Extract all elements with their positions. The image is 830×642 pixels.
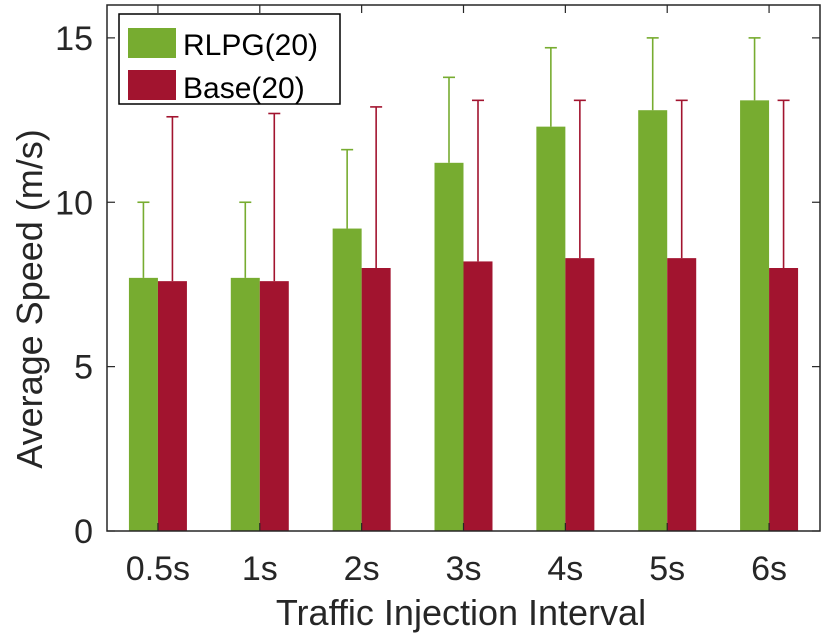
y-tick-label-10: 10 [55, 184, 93, 222]
bar-base-20--4s [565, 258, 595, 531]
bar-base-20--2s [361, 268, 391, 531]
x-axis-title: Traffic Injection Interval [276, 592, 646, 633]
bar-rlpg-20--3s [434, 162, 464, 532]
bar-rlpg-20--1s [230, 277, 260, 531]
y-tick-label-5: 5 [74, 349, 93, 387]
legend-label-base: Base(20) [183, 72, 305, 105]
legend: RLPG(20) Base(20) [118, 13, 341, 105]
legend-swatch-base [128, 70, 176, 100]
bar-base-20--5s [667, 258, 697, 531]
x-tick-label-0_5s: 0.5s [126, 550, 190, 588]
bar-rlpg-20--6s [740, 100, 770, 531]
legend-label-rlpg: RLPG(20) [183, 29, 318, 62]
y-axis-title: Average Speed (m/s) [9, 129, 50, 469]
bar-rlpg-20--0_5s [128, 277, 158, 531]
bar-rlpg-20--4s [536, 126, 566, 531]
bar-base-20--1s [259, 281, 289, 531]
x-tick-label-4s: 4s [547, 550, 583, 588]
bar-rlpg-20--2s [332, 228, 362, 532]
x-tick-label-5s: 5s [649, 550, 685, 588]
bar-base-20--6s [769, 268, 799, 531]
bar-base-20--3s [463, 261, 493, 531]
y-tick-label-0: 0 [74, 513, 93, 551]
x-tick-label-2s: 2s [344, 550, 380, 588]
bars-layer [128, 100, 799, 532]
x-tick-label-6s: 6s [751, 550, 787, 588]
legend-swatch-rlpg [128, 28, 176, 58]
error-bars-layer [137, 37, 790, 282]
y-tick-label-15: 15 [55, 20, 93, 58]
bar-rlpg-20--5s [638, 110, 668, 531]
x-tick-label-3s: 3s [446, 550, 482, 588]
x-tick-label-1s: 1s [242, 550, 278, 588]
ticks-layer: 0.5s 1s 2s 3s 4s 5s 6s 0 5 10 15 [55, 5, 820, 588]
bar-base-20--0_5s [157, 281, 187, 531]
